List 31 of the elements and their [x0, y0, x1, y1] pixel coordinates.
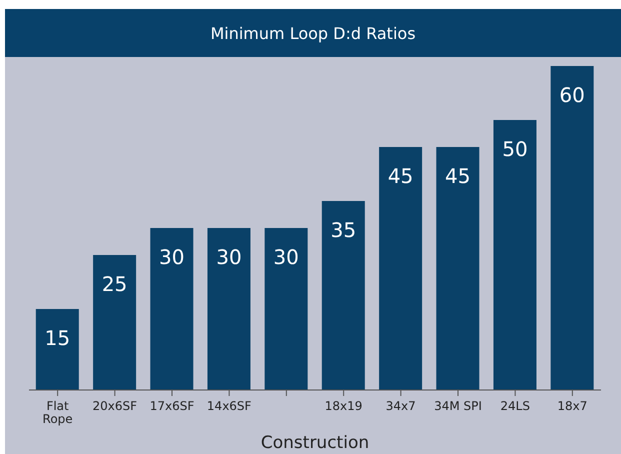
x-tick-label: 17x6SF [150, 399, 194, 413]
data-label: 30 [159, 245, 184, 270]
bar [493, 120, 536, 390]
bar [322, 201, 365, 390]
bar [264, 228, 308, 390]
bar [436, 147, 480, 390]
bar [93, 255, 136, 390]
bar [207, 228, 250, 390]
data-label: 45 [388, 164, 414, 188]
data-label: 30 [216, 245, 242, 270]
x-tick-label: 34x7 [386, 399, 416, 413]
chart-title: Minimum Loop D:d Ratios [5, 9, 621, 57]
x-axis-title: Construction [260, 433, 370, 453]
bar [36, 309, 79, 390]
data-label: 45 [445, 164, 470, 188]
data-label: 35 [330, 218, 356, 242]
bar [150, 228, 194, 390]
bar [550, 66, 594, 390]
data-label: 60 [559, 83, 585, 108]
data-label: 50 [502, 137, 528, 162]
data-label: 30 [273, 245, 299, 270]
x-tick-label: 34M SPI [434, 399, 482, 413]
data-label: 15 [44, 326, 70, 350]
x-tick-label: 14x6SF [206, 399, 252, 413]
x-tick-label: 20x6SF [92, 399, 138, 413]
data-label: 25 [102, 272, 128, 296]
x-tick-label: 18x7 [557, 399, 588, 413]
x-tick-label: Flat Rope [42, 399, 73, 426]
x-tick-label: 18x19 [324, 399, 362, 413]
x-tick-label: 24LS [500, 399, 530, 413]
bar [379, 147, 422, 390]
